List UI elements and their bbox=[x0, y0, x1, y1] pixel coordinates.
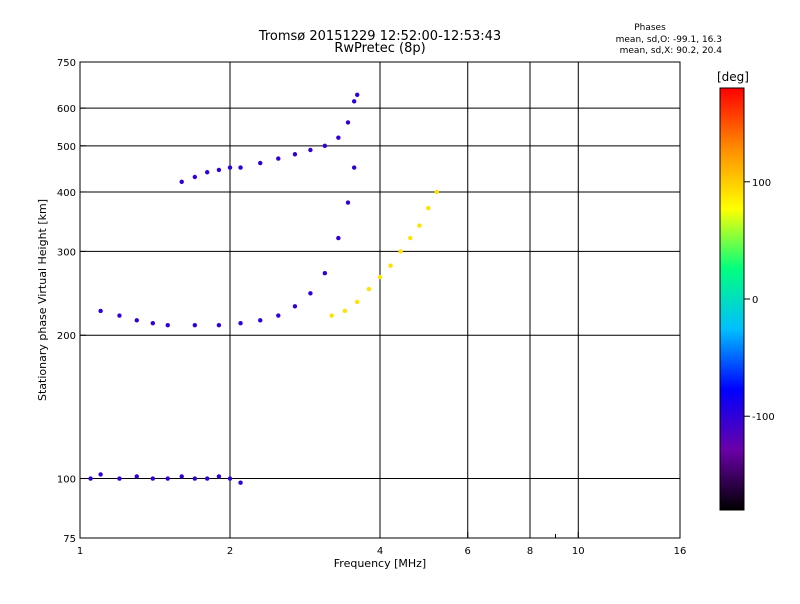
trace-point bbox=[276, 156, 281, 161]
trace-point bbox=[354, 299, 360, 305]
trace-point bbox=[117, 476, 122, 481]
trace-point bbox=[204, 170, 210, 175]
colorbar-tick-label: 100 bbox=[752, 178, 771, 189]
grid-lines bbox=[80, 62, 680, 538]
trace-point bbox=[366, 286, 372, 292]
trace-point bbox=[165, 322, 170, 328]
colorbar bbox=[719, 87, 745, 511]
x-tick-label: 8 bbox=[527, 546, 533, 557]
trace-point bbox=[329, 313, 334, 318]
chart-subtitle: RwPretec (8p) bbox=[334, 41, 425, 56]
trace-point bbox=[98, 472, 103, 477]
trace-point bbox=[134, 474, 139, 479]
trace-point bbox=[227, 476, 233, 481]
x-tick-label: 4 bbox=[377, 546, 383, 557]
trace-point bbox=[88, 476, 93, 481]
trace-point bbox=[98, 308, 103, 314]
trace-point bbox=[388, 263, 393, 268]
trace-point bbox=[227, 165, 233, 170]
trace-point bbox=[417, 223, 422, 228]
trace-point bbox=[308, 291, 313, 296]
trace-point bbox=[377, 274, 383, 280]
chart-title: Tromsø 20151229 12:52:00-12:53:43 bbox=[258, 29, 501, 44]
trace-point bbox=[216, 322, 222, 328]
trace-point bbox=[345, 200, 351, 205]
trace-point bbox=[216, 167, 222, 173]
trace-point bbox=[354, 92, 360, 97]
trace-point bbox=[292, 152, 298, 157]
trace-point bbox=[398, 249, 403, 254]
trace-point bbox=[258, 160, 263, 166]
colorbar-label: [deg] bbox=[717, 70, 749, 84]
y-tick-label: 600 bbox=[57, 104, 76, 115]
colorbar-tick-label: 0 bbox=[752, 295, 758, 306]
phase-heading: Phases bbox=[634, 23, 666, 33]
trace-point bbox=[204, 476, 210, 481]
trace-point bbox=[342, 308, 348, 314]
trace-point bbox=[258, 318, 263, 323]
trace-point bbox=[351, 99, 357, 104]
trace-point bbox=[351, 165, 357, 170]
trace-point bbox=[117, 313, 122, 318]
y-tick-label: 300 bbox=[57, 247, 76, 258]
phase-line-o: mean, sd,O: -99.1, 16.3 bbox=[616, 35, 722, 45]
trace-point bbox=[150, 476, 156, 481]
y-axis-label: Stationary phase Virtual Height [km] bbox=[36, 199, 49, 401]
trace-point bbox=[336, 135, 341, 140]
y-tick-label: 100 bbox=[57, 475, 76, 486]
trace-point bbox=[238, 320, 243, 326]
trace-point bbox=[179, 474, 184, 479]
trace-point bbox=[322, 143, 328, 149]
x-tick-label: 10 bbox=[572, 546, 585, 557]
trace-point bbox=[308, 147, 313, 153]
trace-point bbox=[150, 320, 156, 326]
trace-point bbox=[276, 313, 281, 318]
colorbar-tick-label: -100 bbox=[752, 412, 775, 423]
x-tick-label: 2 bbox=[227, 546, 233, 557]
trace-point bbox=[408, 235, 413, 241]
trace-point bbox=[345, 120, 351, 125]
y-axis-ticks: 75 100 200 300 400 500 600 750 bbox=[57, 58, 86, 545]
y-tick-label: 400 bbox=[57, 188, 76, 199]
trace-point bbox=[192, 322, 198, 328]
trace-point bbox=[322, 271, 328, 276]
trace-point bbox=[134, 318, 139, 323]
data-points bbox=[88, 92, 439, 485]
phase-line-x: mean, sd,X: 90.2, 20.4 bbox=[620, 46, 723, 56]
y-tick-label: 200 bbox=[57, 331, 76, 342]
trace-point bbox=[216, 474, 222, 479]
y-tick-label: 750 bbox=[57, 58, 76, 69]
x-axis-label: Frequency [MHz] bbox=[334, 557, 426, 570]
trace-point bbox=[426, 205, 431, 211]
y-tick-label: 500 bbox=[57, 142, 76, 153]
trace-point bbox=[292, 304, 298, 309]
x-axis-ticks: 1 2 4 6 8 10 16 bbox=[77, 532, 687, 557]
trace-point bbox=[179, 179, 184, 185]
trace-point bbox=[192, 174, 198, 180]
y-tick-label: 75 bbox=[63, 534, 76, 545]
trace-point bbox=[165, 476, 170, 481]
colorbar-ticks: 100 0 -100 bbox=[744, 178, 775, 423]
x-tick-label: 6 bbox=[465, 546, 471, 557]
trace-point bbox=[238, 165, 243, 170]
trace-point bbox=[238, 480, 243, 485]
x-tick-label: 16 bbox=[674, 546, 687, 557]
trace-point bbox=[434, 189, 439, 195]
trace-point bbox=[336, 235, 341, 241]
trace-point bbox=[192, 476, 198, 481]
x-tick-label: 1 bbox=[77, 546, 83, 557]
